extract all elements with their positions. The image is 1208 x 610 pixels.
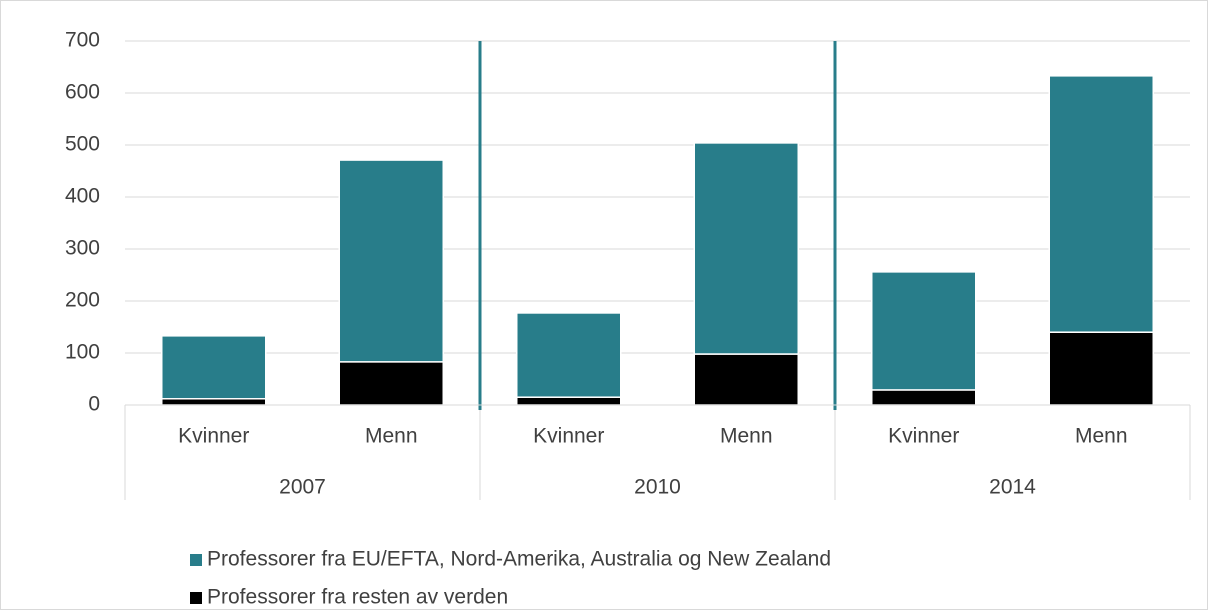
bar-segment bbox=[161, 335, 267, 400]
y-tick-label: 100 bbox=[65, 341, 100, 364]
y-tick-label: 700 bbox=[65, 29, 100, 52]
y-tick-label: 200 bbox=[65, 289, 100, 312]
bar-segment bbox=[516, 312, 622, 398]
y-tick-label: 500 bbox=[65, 133, 100, 156]
y-tick-label: 0 bbox=[88, 393, 100, 416]
y-tick-label: 400 bbox=[65, 185, 100, 208]
bar-segment bbox=[338, 361, 444, 406]
legend-label: Professorer fra EU/EFTA, Nord-Amerika, A… bbox=[207, 548, 831, 571]
bar-segment bbox=[693, 353, 799, 406]
x-tick-label: Kvinner bbox=[178, 425, 249, 448]
legend-swatch bbox=[190, 592, 202, 604]
bar-segment bbox=[871, 389, 977, 406]
x-tick-label: Kvinner bbox=[888, 425, 959, 448]
x-tick-label: Kvinner bbox=[533, 425, 604, 448]
x-tick-label: Menn bbox=[720, 425, 773, 448]
bar-segment bbox=[871, 271, 977, 391]
bar-segment bbox=[1048, 75, 1154, 333]
group-label: 2014 bbox=[989, 476, 1036, 499]
group-label: 2010 bbox=[634, 476, 681, 499]
bar-segment bbox=[161, 398, 267, 406]
y-tick-label: 300 bbox=[65, 237, 100, 260]
bar-segment bbox=[338, 159, 444, 363]
y-tick-label: 600 bbox=[65, 81, 100, 104]
x-tick-label: Menn bbox=[1075, 425, 1128, 448]
legend-label: Professorer fra resten av verden bbox=[207, 586, 508, 609]
group-label: 2007 bbox=[279, 476, 326, 499]
bar-segment bbox=[516, 396, 622, 406]
x-tick-label: Menn bbox=[365, 425, 418, 448]
bar-segment bbox=[693, 142, 799, 355]
bar-segment bbox=[1048, 331, 1154, 406]
legend-swatch bbox=[190, 554, 202, 566]
